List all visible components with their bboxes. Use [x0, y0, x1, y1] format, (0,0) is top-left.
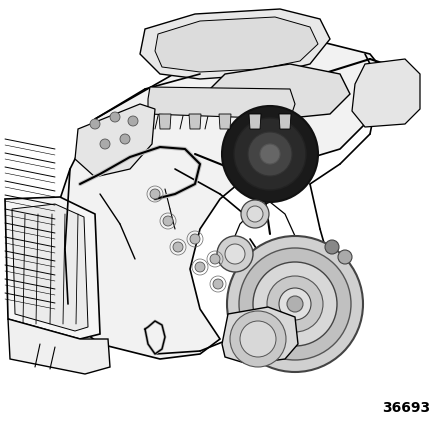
Polygon shape: [279, 115, 291, 130]
Polygon shape: [12, 204, 88, 331]
Circle shape: [267, 276, 323, 332]
Circle shape: [247, 207, 263, 223]
Circle shape: [110, 113, 120, 123]
Circle shape: [287, 296, 303, 312]
Circle shape: [222, 107, 318, 203]
Polygon shape: [219, 115, 231, 130]
Circle shape: [213, 279, 223, 289]
Polygon shape: [60, 40, 390, 359]
Polygon shape: [249, 115, 261, 130]
Polygon shape: [189, 115, 201, 130]
Polygon shape: [155, 18, 318, 73]
Circle shape: [239, 248, 351, 360]
Polygon shape: [140, 10, 330, 80]
Circle shape: [241, 201, 269, 228]
Circle shape: [128, 117, 138, 127]
Circle shape: [325, 240, 339, 254]
Circle shape: [279, 288, 311, 320]
Circle shape: [90, 120, 100, 130]
Circle shape: [338, 250, 352, 264]
Text: 36693: 36693: [382, 400, 430, 414]
Polygon shape: [210, 65, 350, 120]
Polygon shape: [5, 197, 100, 339]
Circle shape: [230, 311, 286, 367]
Polygon shape: [148, 88, 295, 120]
Circle shape: [120, 135, 130, 145]
Circle shape: [260, 145, 280, 164]
Circle shape: [173, 243, 183, 253]
Circle shape: [210, 254, 220, 264]
Circle shape: [253, 263, 337, 346]
Circle shape: [234, 119, 306, 191]
Circle shape: [100, 140, 110, 150]
Circle shape: [190, 234, 200, 244]
Polygon shape: [222, 307, 298, 364]
Circle shape: [248, 133, 292, 177]
Polygon shape: [75, 105, 155, 178]
Circle shape: [217, 237, 253, 273]
Circle shape: [195, 263, 205, 273]
Circle shape: [150, 190, 160, 200]
Circle shape: [240, 321, 276, 357]
Circle shape: [225, 244, 245, 264]
Polygon shape: [352, 60, 420, 128]
Circle shape: [227, 237, 363, 372]
Polygon shape: [159, 115, 171, 130]
Circle shape: [163, 217, 173, 227]
Polygon shape: [8, 319, 110, 374]
